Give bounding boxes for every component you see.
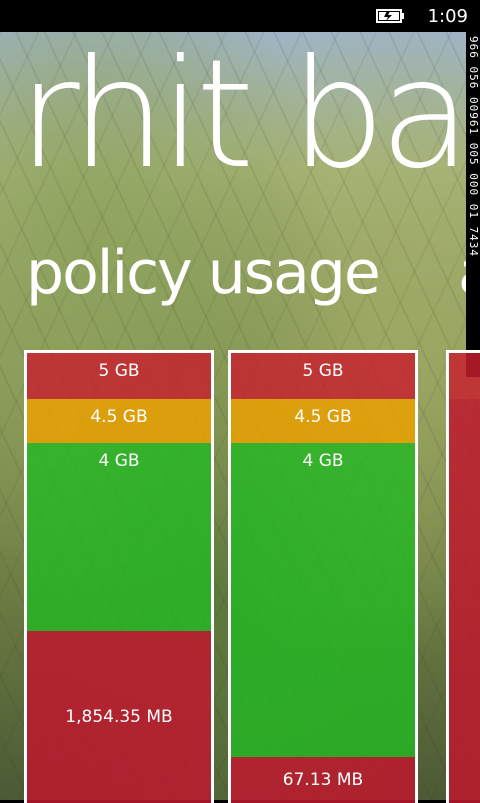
usage-card[interactable]: 5 GB 4.5 GB 4 GB 1,854.35 MB — [24, 350, 214, 803]
threshold-label: 4 GB — [302, 451, 344, 471]
threshold-band-red: 5 GB — [27, 353, 211, 399]
threshold-band-red: 5 GB — [231, 353, 415, 399]
threshold-label: 5 GB — [302, 361, 344, 381]
usage-card[interactable]: 5 GB 4.5 GB 4 GB 67.13 MB — [228, 350, 418, 803]
usage-bar: 1,854.35 MB — [27, 631, 211, 803]
threshold-label: 4.5 GB — [90, 407, 148, 427]
status-bar: 1:09 — [0, 0, 480, 32]
usage-card-peek[interactable] — [446, 350, 480, 803]
threshold-band-red — [449, 353, 480, 399]
threshold-band-green: 4 GB — [231, 443, 415, 757]
status-time: 1:09 — [427, 5, 468, 27]
usage-bar — [449, 399, 480, 803]
page-title: policy usage — [26, 238, 381, 308]
threshold-band-green: 4 GB — [27, 443, 211, 631]
side-debug-strip: 966 056 00961 005 000 01 7434 — [466, 32, 480, 377]
threshold-band-orange: 4.5 GB — [231, 399, 415, 443]
threshold-label: 4 GB — [98, 451, 140, 471]
threshold-label: 4.5 GB — [294, 407, 352, 427]
threshold-label: 5 GB — [98, 361, 140, 381]
app-title: rhit bar — [18, 28, 480, 202]
usage-bar: 67.13 MB — [231, 757, 415, 803]
usage-value: 67.13 MB — [282, 770, 364, 790]
usage-value: 1,854.35 MB — [65, 707, 173, 727]
battery-charging-icon — [375, 8, 406, 24]
threshold-band-orange: 4.5 GB — [27, 399, 211, 443]
